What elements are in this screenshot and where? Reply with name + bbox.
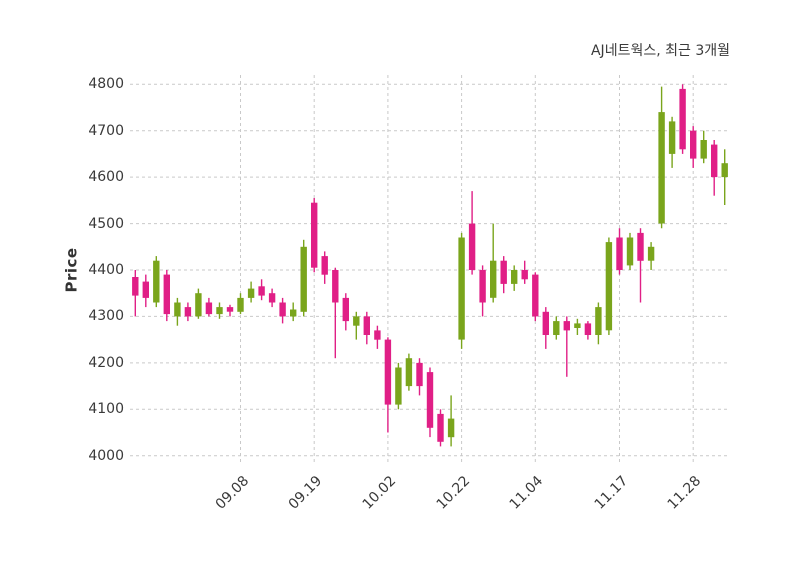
- y-axis-tick-labels: 4000 4100 4200 4300 4400 4500 4600 4700 4800: [84, 75, 124, 465]
- candle-body: [247, 288, 255, 298]
- candle-body: [479, 270, 486, 303]
- candle-body: [332, 270, 339, 303]
- y-tick-label: 4800: [88, 76, 124, 93]
- x-tick-label: 09.19: [285, 473, 326, 513]
- candle-body: [437, 413, 444, 442]
- candle-body: [395, 367, 402, 405]
- candle-body: [605, 242, 613, 331]
- candle-body: [616, 237, 623, 270]
- candle-body: [205, 302, 213, 315]
- candlestick-plot: [130, 75, 730, 465]
- candle-body: [321, 256, 328, 275]
- candle-body: [521, 270, 528, 280]
- y-tick-label: 4300: [88, 308, 124, 325]
- x-tick-label: 10.02: [359, 473, 400, 513]
- chart-title: AJ네트웍스, 최근 3개월: [590, 43, 730, 59]
- candle-body: [174, 302, 181, 317]
- candle-body: [268, 293, 276, 303]
- candle-body: [563, 321, 570, 331]
- candle-body: [405, 358, 413, 387]
- candle-body: [374, 330, 381, 340]
- candle-body: [237, 297, 244, 312]
- x-tick-label: 09.08: [212, 473, 252, 513]
- candle-body: [216, 307, 223, 315]
- candle-body: [542, 311, 549, 335]
- candle-body: [458, 237, 465, 340]
- y-axis-label-wrap: Price: [58, 75, 86, 465]
- candle-body: [300, 246, 307, 312]
- candle-body: [184, 307, 192, 317]
- candle-body: [690, 130, 697, 159]
- y-tick-label: 4600: [88, 169, 124, 186]
- y-tick-label: 4200: [88, 354, 124, 371]
- candle-body: [384, 339, 392, 405]
- candle-body: [311, 202, 318, 268]
- candle-body: [500, 260, 507, 284]
- candle-body: [279, 302, 286, 317]
- candle-body: [668, 121, 676, 154]
- candle-body: [142, 281, 149, 298]
- candle-body: [490, 260, 497, 298]
- candle-body: [553, 321, 560, 335]
- y-tick-label: 4100: [88, 401, 124, 418]
- x-tick-label: 10.22: [433, 473, 473, 513]
- candle-body: [290, 309, 297, 317]
- candle-body: [511, 270, 518, 284]
- candle-body: [342, 297, 349, 322]
- y-tick-label: 4500: [88, 215, 124, 232]
- y-tick-label: 4400: [88, 262, 124, 278]
- candle-body: [416, 362, 423, 387]
- candle-body: [711, 144, 718, 178]
- candle-body: [637, 232, 644, 261]
- candle-body: [258, 286, 265, 296]
- candle-body: [700, 140, 707, 159]
- candle-body: [163, 274, 170, 315]
- candle-body: [532, 274, 539, 317]
- y-tick-label: 4000: [88, 447, 124, 464]
- candle-body: [195, 293, 202, 317]
- x-axis-tick-labels: 09.08 09.19 10.02 10.22 11.04 11.17 11.28: [130, 469, 730, 549]
- candle-body: [584, 323, 592, 335]
- x-tick-label: 11.04: [506, 473, 547, 513]
- candle-body: [353, 316, 360, 326]
- x-tick-label: 11.17: [591, 473, 631, 513]
- candle-body: [626, 237, 634, 266]
- candle-body: [132, 277, 139, 296]
- candle-body: [426, 372, 434, 428]
- candle-body: [658, 112, 665, 224]
- candle-body: [721, 163, 728, 178]
- x-tick-label: 11.28: [664, 473, 705, 513]
- candle-body: [468, 223, 476, 270]
- candle-body: [574, 323, 581, 328]
- candle-body: [595, 307, 602, 335]
- candle-body: [647, 246, 655, 261]
- candle-body: [226, 307, 234, 312]
- candle-body: [153, 260, 160, 303]
- candle-body: [447, 418, 455, 438]
- candle-body: [363, 316, 370, 335]
- candle-body: [679, 88, 686, 150]
- y-tick-label: 4700: [88, 122, 124, 139]
- y-axis-label: Price: [63, 247, 82, 293]
